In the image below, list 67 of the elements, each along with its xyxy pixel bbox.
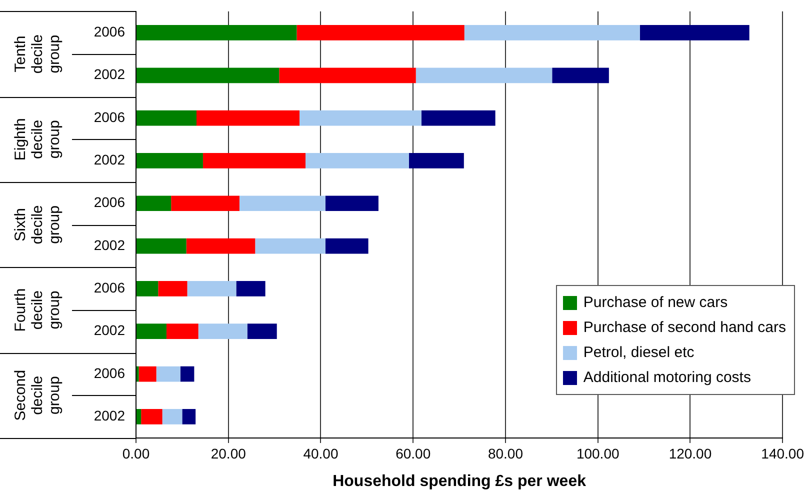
bar [136,238,186,254]
text: Eighth decile group [12,118,64,161]
bar [166,324,198,340]
y-tick-label: 2006 [94,280,126,296]
x-tick-label: 80.00 [488,445,524,462]
bar [136,68,280,84]
bar [640,25,750,40]
y-tick-label: 2002 [94,322,126,338]
legend-label: Purchase of new cars [583,294,728,311]
text: Sixth decile group [12,205,64,244]
bar [136,25,297,40]
bar [416,68,552,84]
x-tick-label: 120.00 [668,445,712,462]
x-tick-label: 100.00 [576,445,620,462]
x-tick-label: 140.00 [761,445,804,462]
legend-label: Additional motoring costs [583,369,751,386]
x-tick-label: 20.00 [210,445,246,462]
bar [162,408,182,424]
bar [158,281,188,296]
text: Second decile group [12,370,64,421]
legend-label: Purchase of second hand cars [583,319,786,336]
bar [236,281,266,296]
x-tick-label: 40.00 [303,445,338,462]
bar [325,196,378,212]
y-tick-label: 2002 [94,66,126,82]
legend-label: Petrol, diesel etc [583,344,694,361]
bar [198,324,248,340]
bar [239,196,326,212]
bar [182,408,196,424]
bar [136,324,166,340]
bar [136,408,142,424]
bar [296,25,464,40]
bar [306,153,409,168]
x-tick-label: 60.00 [396,445,431,462]
bar [136,153,203,168]
bar [186,238,256,254]
y-tick-label: 2002 [94,236,126,253]
bar [141,408,162,424]
bar [464,25,640,40]
x-axis-title: Household spending £s per week [332,472,586,490]
bar [552,68,609,84]
y-tick-label: 2006 [94,194,126,210]
bar [299,110,422,126]
bar [196,110,300,126]
bar [247,324,277,340]
bar [136,281,158,296]
bar [408,153,464,168]
bar [202,153,306,168]
y-tick-label: 2006 [94,108,126,125]
y-tick-label: 2002 [94,408,126,424]
bar [136,196,172,212]
bar [156,366,180,382]
bar [255,238,326,254]
bar [180,366,194,382]
y-tick-label: 2006 [94,24,126,40]
bar [171,196,240,212]
bar [136,110,197,126]
bar [325,238,368,254]
bar [421,110,496,126]
bar [279,68,416,84]
y-tick-label: 2002 [94,152,126,168]
text: Tenth decile group [12,34,64,74]
x-tick-label: 0.00 [122,445,150,462]
y-tick-label: 2006 [94,364,126,381]
text: Fourth decile group [12,288,64,332]
bar [138,366,156,382]
bar [187,281,236,296]
